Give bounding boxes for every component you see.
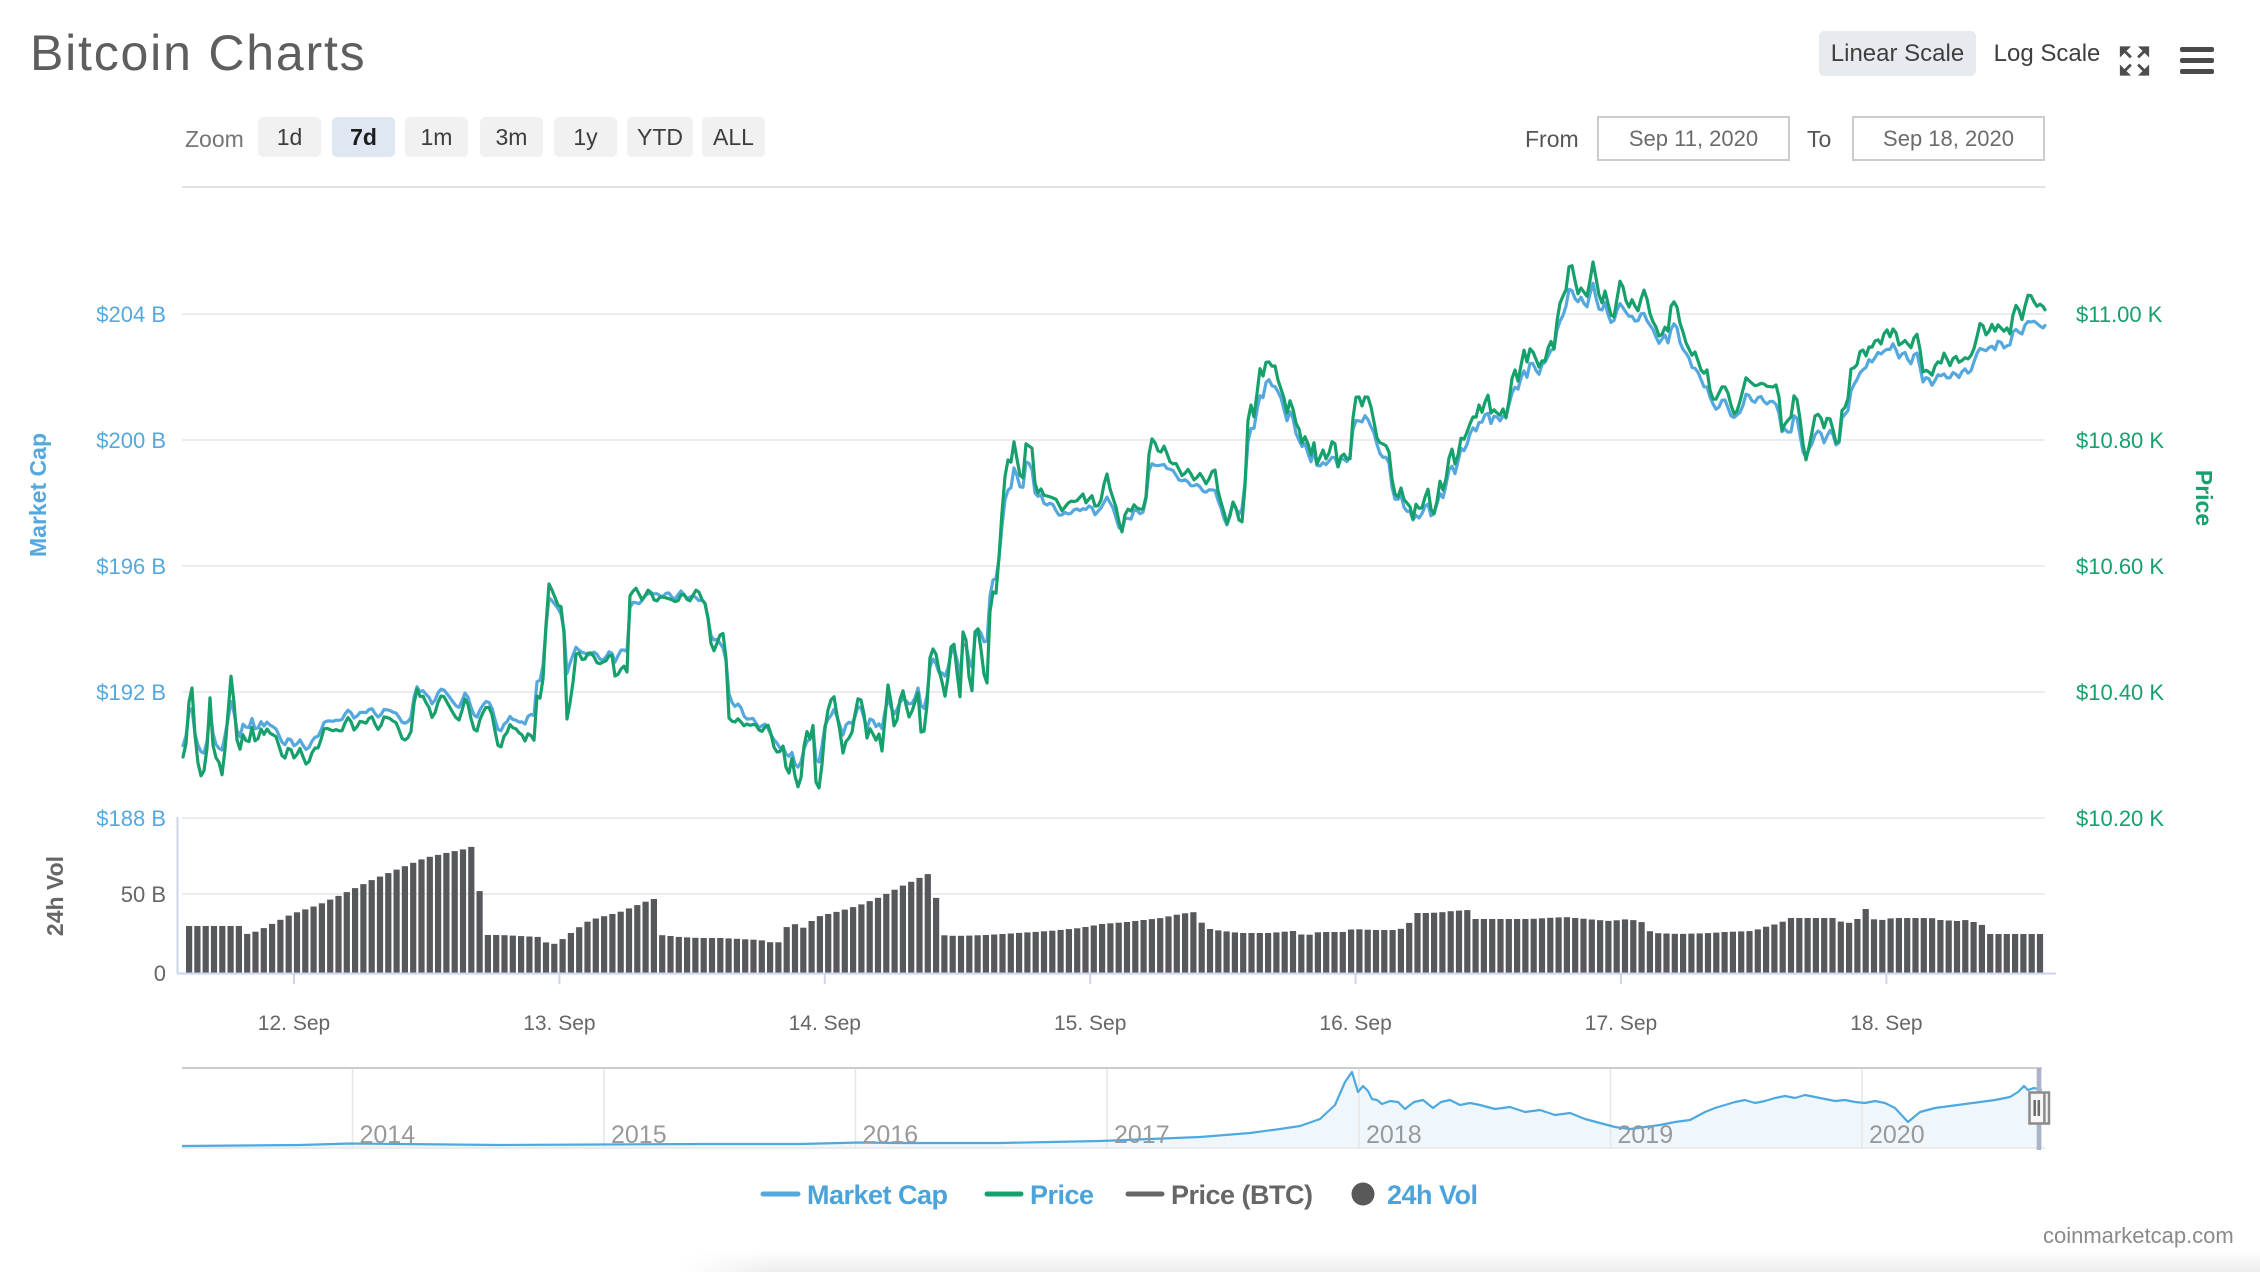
svg-text:coinmarketcap.com: coinmarketcap.com [2043, 1223, 2234, 1248]
svg-text:$10.20 K: $10.20 K [2076, 806, 2164, 831]
svg-text:2018: 2018 [1366, 1121, 1422, 1149]
svg-text:2020: 2020 [1869, 1121, 1925, 1149]
svg-text:$196 B: $196 B [96, 554, 166, 579]
svg-text:Price (BTC): Price (BTC) [1171, 1180, 1313, 1210]
svg-text:2014: 2014 [360, 1121, 416, 1149]
svg-text:$188 B: $188 B [96, 806, 166, 831]
svg-text:18. Sep: 18. Sep [1850, 1012, 1922, 1035]
svg-text:2015: 2015 [611, 1121, 667, 1149]
svg-text:0: 0 [154, 961, 166, 986]
svg-text:15. Sep: 15. Sep [1054, 1012, 1126, 1035]
svg-text:2019: 2019 [1618, 1121, 1674, 1149]
svg-text:13. Sep: 13. Sep [523, 1012, 595, 1035]
svg-text:$10.60 K: $10.60 K [2076, 554, 2164, 579]
svg-text:24h Vol: 24h Vol [1387, 1180, 1478, 1210]
svg-text:$204 B: $204 B [96, 302, 166, 327]
svg-text:2017: 2017 [1114, 1121, 1170, 1149]
svg-text:17. Sep: 17. Sep [1585, 1012, 1657, 1035]
svg-text:50 B: 50 B [121, 882, 166, 907]
svg-text:14. Sep: 14. Sep [789, 1012, 861, 1035]
svg-text:Price: Price [1030, 1180, 1094, 1210]
svg-text:$192 B: $192 B [96, 680, 166, 705]
svg-text:Market Cap: Market Cap [25, 433, 51, 557]
svg-text:12. Sep: 12. Sep [258, 1012, 330, 1035]
svg-text:Price: Price [2191, 470, 2217, 526]
svg-text:$10.40 K: $10.40 K [2076, 680, 2164, 705]
svg-text:$11.00 K: $11.00 K [2076, 302, 2163, 327]
svg-text:24h Vol: 24h Vol [42, 856, 68, 936]
svg-text:$10.80 K: $10.80 K [2076, 428, 2164, 453]
svg-text:16. Sep: 16. Sep [1319, 1012, 1391, 1035]
svg-text:$200 B: $200 B [96, 428, 166, 453]
svg-text:2016: 2016 [863, 1121, 919, 1149]
svg-text:Market Cap: Market Cap [807, 1180, 948, 1210]
